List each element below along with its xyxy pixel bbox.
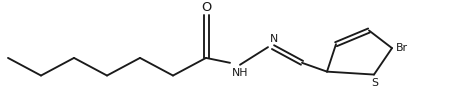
- Text: Br: Br: [396, 43, 408, 53]
- Text: N: N: [270, 34, 278, 44]
- Text: S: S: [372, 78, 379, 88]
- Text: O: O: [201, 1, 211, 14]
- Text: NH: NH: [232, 68, 248, 78]
